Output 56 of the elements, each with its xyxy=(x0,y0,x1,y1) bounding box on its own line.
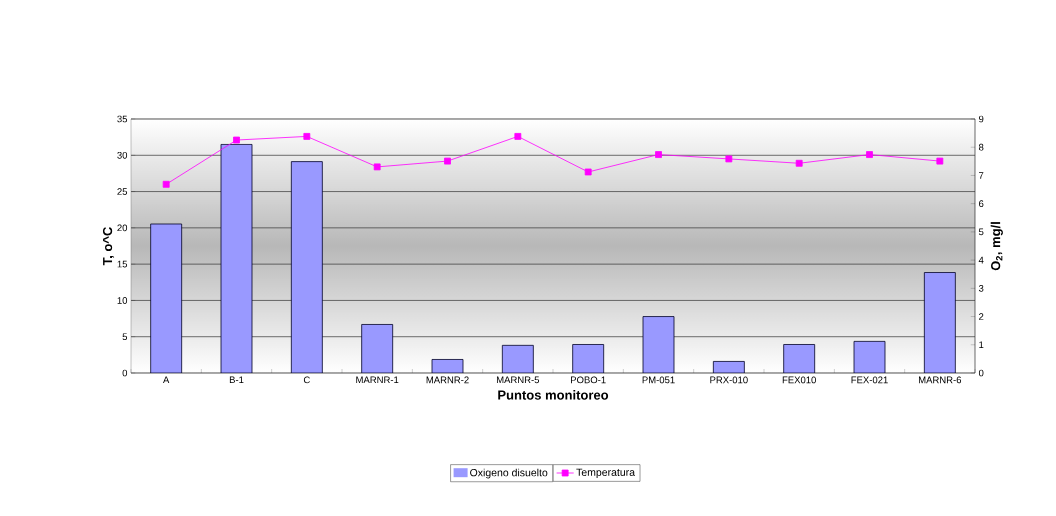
x-tick-label: MARNR-6 xyxy=(918,376,962,384)
point xyxy=(655,151,662,158)
y2-tick-label: 1 xyxy=(979,341,984,349)
bar xyxy=(783,344,816,373)
y2-tick-label: 2 xyxy=(979,313,984,320)
x-tick-label: MARNR-5 xyxy=(496,376,540,384)
bar xyxy=(150,223,183,373)
y2-axis-title: O$_{2}$, mg/l xyxy=(990,222,1003,271)
point xyxy=(233,136,240,144)
point xyxy=(725,155,733,163)
y2-tick-label: 3 xyxy=(978,284,984,292)
bar xyxy=(572,344,605,373)
x-axis-title: Puntos monitoreo xyxy=(498,390,609,400)
y-tick-label: 25 xyxy=(117,188,128,195)
legend-label: Temperatura xyxy=(576,468,636,479)
point xyxy=(795,159,803,167)
y2-tick-label: 7 xyxy=(979,172,984,179)
bar xyxy=(290,161,323,373)
x-tick-label: PRX-010 xyxy=(710,376,748,384)
y-tick-label: 20 xyxy=(117,224,128,232)
x-tick-label: POBO-1 xyxy=(571,376,606,384)
point xyxy=(936,157,944,165)
point xyxy=(444,157,451,165)
x-tick-label: FEX010 xyxy=(782,376,816,384)
bar xyxy=(923,272,956,373)
x-tick-label: A xyxy=(163,376,170,384)
bar xyxy=(642,316,675,373)
y-tick-label: 10 xyxy=(117,297,128,304)
bar xyxy=(501,344,534,373)
x-tick-label: PM-051 xyxy=(642,376,675,384)
x-tick-label: B-1 xyxy=(229,376,244,384)
y2-tick-label: 4 xyxy=(978,256,984,264)
y2-tick-label: 9 xyxy=(978,115,984,123)
legend-label: Oxigeno disuelto xyxy=(470,468,548,479)
y-axis-title: T, o^C xyxy=(102,227,115,266)
x-tick-label: MARNR-2 xyxy=(426,376,469,384)
point xyxy=(866,151,873,158)
point xyxy=(584,168,592,176)
bar xyxy=(220,144,253,373)
y-tick-label: 15 xyxy=(117,260,128,268)
y2-tick-label: 8 xyxy=(978,143,984,151)
point xyxy=(303,133,311,140)
y2-tick-label: 0 xyxy=(978,369,984,377)
y-tick-label: 0 xyxy=(122,369,128,377)
point xyxy=(373,163,381,171)
x-tick-label: FEX-021 xyxy=(851,376,888,384)
y2-tick-label: 6 xyxy=(979,200,984,208)
y-tick-label: 35 xyxy=(117,115,128,123)
y-tick-label: 30 xyxy=(117,151,128,159)
y-tick-label: 5 xyxy=(122,333,128,341)
y2-tick-label: 5 xyxy=(978,228,984,236)
x-tick-label: C xyxy=(303,376,310,384)
bar xyxy=(361,324,394,373)
x-tick-label: MARNR-1 xyxy=(356,376,399,384)
point xyxy=(514,133,522,140)
point xyxy=(162,180,170,188)
